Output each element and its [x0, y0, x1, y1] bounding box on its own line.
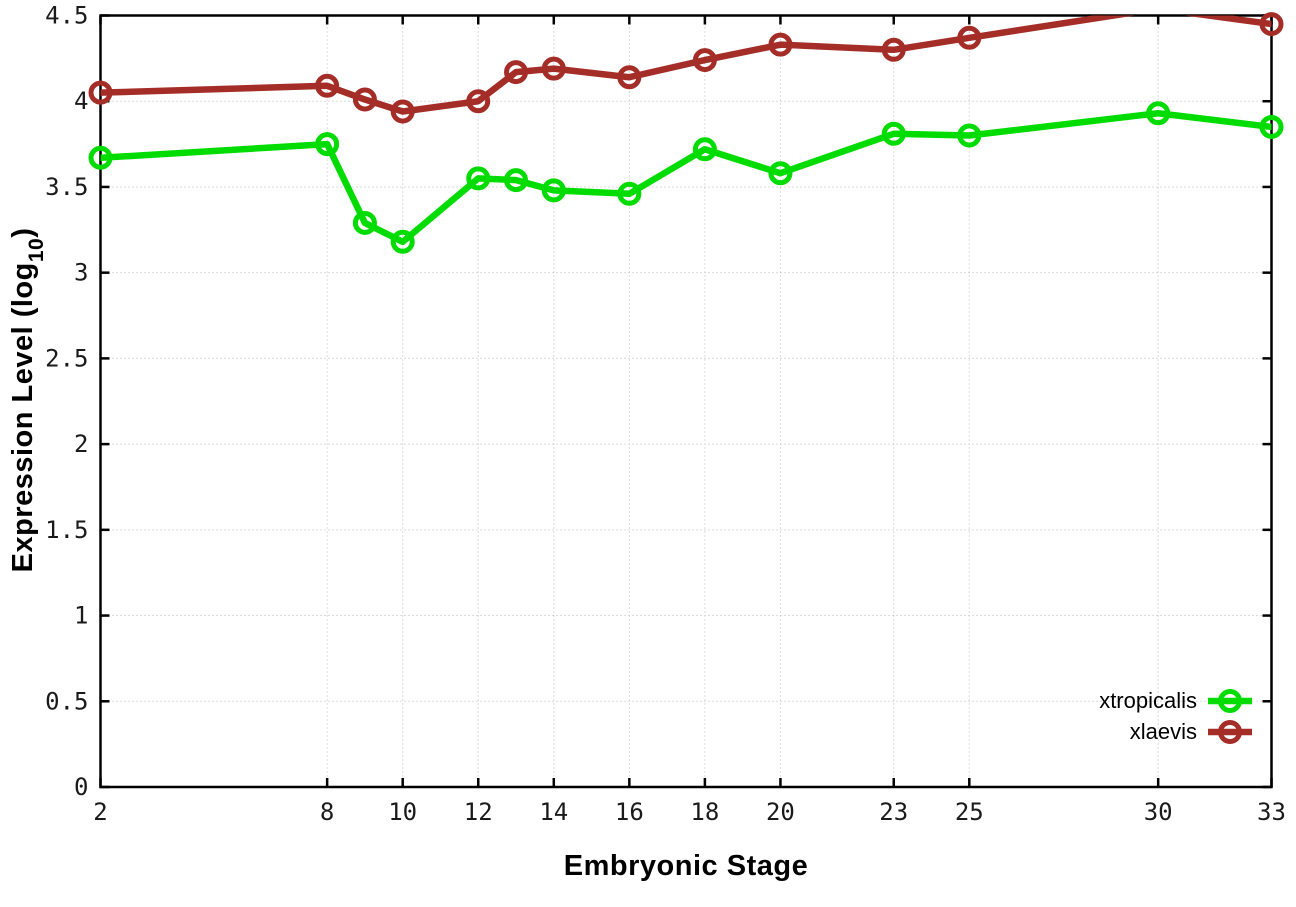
series-xtropicalis-line: [100, 109, 1272, 246]
y-tick-label-0: 0: [74, 773, 88, 801]
x-axis-title: Embryonic Stage: [563, 850, 809, 882]
x-tick-label-18: 18: [690, 798, 719, 826]
x-tick-label-23: 23: [879, 798, 908, 826]
y-axis-title-text: Expression Level (log: [7, 262, 40, 573]
y-tick-label-3: 3: [74, 259, 88, 287]
data-point-xtropicalis-stage-10: [390, 229, 415, 254]
x-tick-label-33: 33: [1257, 798, 1286, 826]
plot-border: [99, 14, 1273, 789]
data-point-xlaevis-stage-16: [617, 65, 642, 90]
legend-label-xtropicalis: xtropicalis: [1099, 688, 1197, 713]
y-axis-title-subscript: 10: [24, 237, 48, 263]
data-point-xtropicalis-stage-16: [617, 181, 642, 206]
series-xlaevis: [88, 12, 1284, 124]
x-tick-label-30: 30: [1144, 798, 1173, 826]
y-tick-label-1: 1: [74, 602, 88, 630]
data-point-xlaevis-stage-2: [88, 80, 113, 105]
y-tick-label-2: 2: [74, 430, 88, 458]
legend-item-xlaevis: xlaevis: [1130, 717, 1254, 747]
data-point-xtropicalis-stage-13: [504, 168, 529, 193]
data-point-xlaevis-stage-10: [390, 99, 415, 124]
data-point-xtropicalis-stage-2: [88, 145, 113, 170]
data-point-xlaevis-stage-9: [352, 87, 377, 112]
y-tick-label-2.5: 2.5: [45, 344, 88, 372]
gridlines: [100, 15, 1272, 788]
data-point-xtropicalis-stage-30: [1146, 101, 1171, 126]
tick-marks: [99, 14, 1273, 789]
data-point-xtropicalis-stage-18: [692, 137, 717, 162]
data-point-xtropicalis-stage-12: [466, 166, 491, 191]
data-point-xlaevis-stage-14: [541, 56, 566, 81]
y-tick-label-0.5: 0.5: [45, 687, 88, 715]
data-point-xlaevis-stage-25: [957, 25, 982, 50]
tick-labels: 2 8 10 12 14 16 18 20 23 25 30 33 0 0.5 1 1.5 2 2.5 3 3.5 4 4…: [45, 2, 1286, 827]
y-axis-title: Expression Level (log10): [7, 227, 48, 573]
data-point-xtropicalis-stage-9: [352, 210, 377, 235]
legend-marker-xtropicalis: [1208, 689, 1252, 713]
x-tick-label-12: 12: [464, 798, 493, 826]
data-point-xtropicalis-stage-8: [315, 132, 340, 157]
y-tick-label-4: 4: [74, 87, 88, 115]
data-point-xlaevis-stage-13: [504, 60, 529, 85]
data-point-xlaevis-stage-12: [466, 89, 491, 114]
x-tick-label-20: 20: [766, 798, 795, 826]
data-point-xlaevis-stage-18: [692, 48, 717, 73]
x-tick-label-8: 8: [320, 798, 334, 826]
data-point-xlaevis-stage-33: [1259, 12, 1284, 37]
legend-label-xlaevis: xlaevis: [1129, 719, 1197, 744]
data-point-xtropicalis-stage-33: [1259, 114, 1284, 139]
x-tick-label-2: 2: [93, 798, 107, 826]
data-point-xlaevis-stage-20: [768, 32, 793, 57]
legend-item-xtropicalis: xtropicalis: [1099, 686, 1254, 716]
data-point-xlaevis-stage-23: [881, 37, 906, 62]
legend: xtropicalis xlaevis: [1099, 686, 1254, 747]
series-xlaevis-line: [100, 15, 1272, 115]
data-point-xtropicalis-stage-23: [881, 121, 906, 146]
y-tick-label-4.5: 4.5: [45, 2, 88, 30]
x-tick-label-14: 14: [539, 798, 568, 826]
data-point-xtropicalis-stage-20: [768, 161, 793, 186]
y-axis-title-close: ): [7, 227, 40, 238]
x-tick-label-16: 16: [615, 798, 644, 826]
data-point-xlaevis-stage-8: [315, 73, 340, 98]
series-xtropicalis: [88, 101, 1284, 254]
y-tick-label-1.5: 1.5: [45, 516, 88, 544]
data-point-xtropicalis-stage-25: [957, 123, 982, 148]
legend-marker-xlaevis: [1208, 720, 1252, 744]
data-point-xtropicalis-stage-14: [541, 178, 566, 203]
y-tick-label-3.5: 3.5: [45, 173, 88, 201]
x-tick-label-10: 10: [388, 798, 417, 826]
x-tick-label-25: 25: [955, 798, 984, 826]
